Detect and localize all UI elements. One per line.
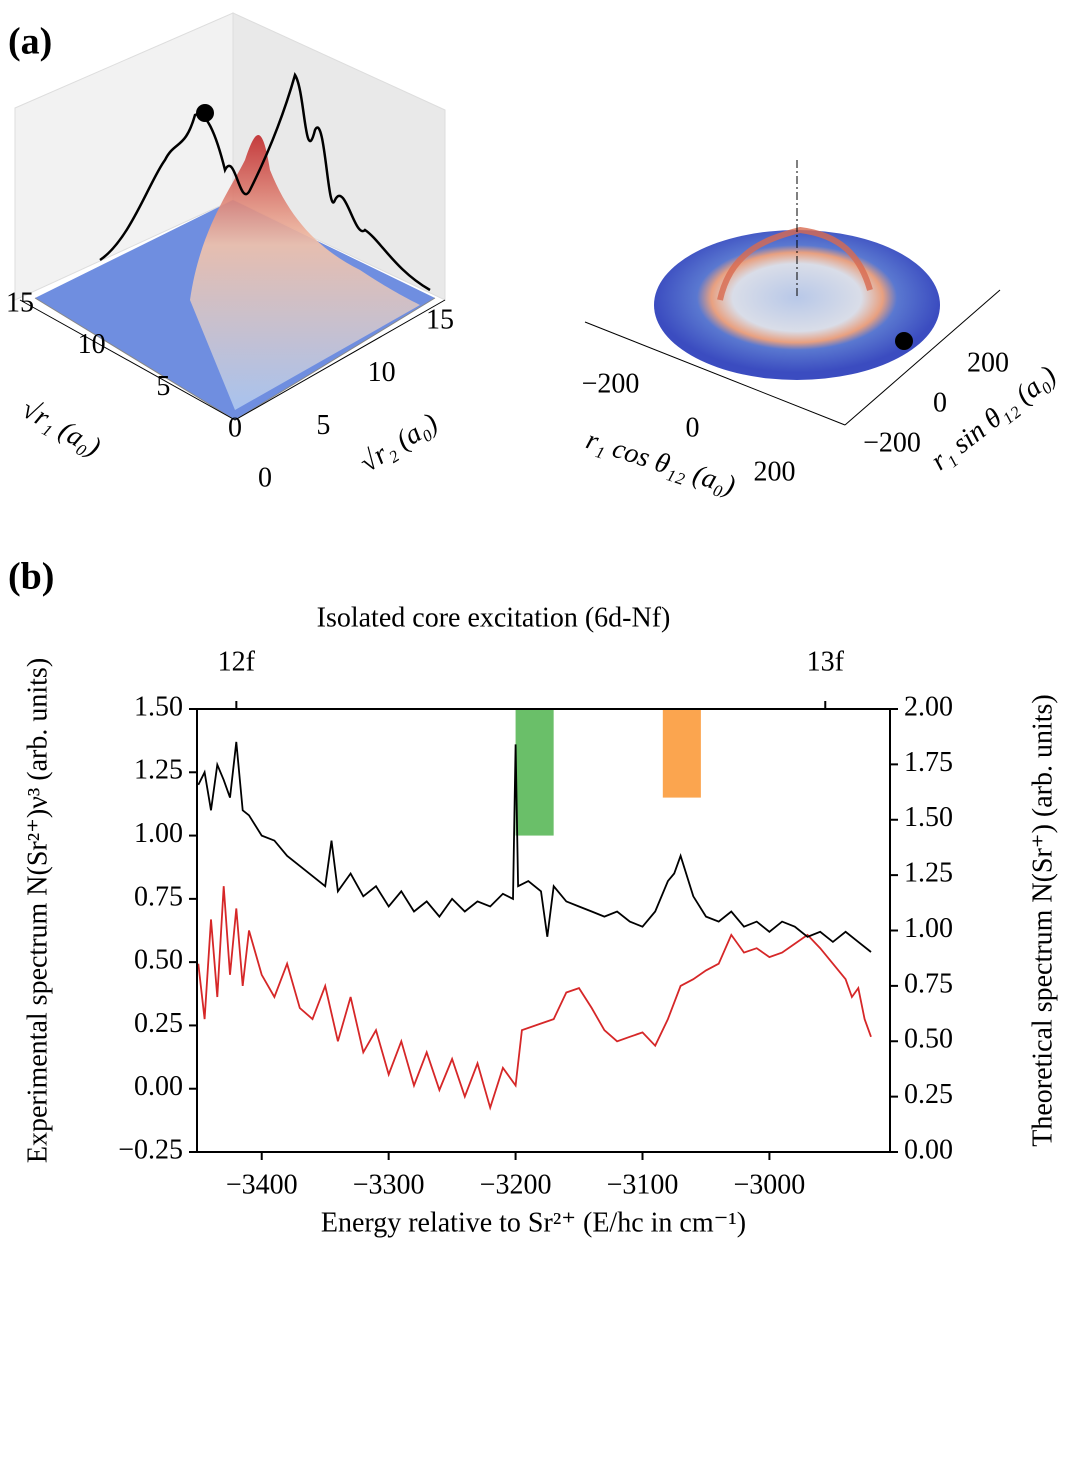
x-tick-label: 10 xyxy=(78,329,106,360)
x-tick-label: −200 xyxy=(582,368,640,399)
y-tick-label: 1.00 xyxy=(134,818,183,849)
y-axis-label: √r₂ (a₀) xyxy=(354,407,443,479)
y-tick-label: 10 xyxy=(368,357,396,388)
y-tick-label: 1.50 xyxy=(134,691,183,722)
top-x-tick-label: 12f xyxy=(218,646,256,677)
top-x-tick-label: 13f xyxy=(807,646,845,677)
x-tick-label: −3400 xyxy=(226,1169,298,1200)
panel-label: (a) xyxy=(8,21,52,63)
y-tick-label: 1.25 xyxy=(134,755,183,786)
y2-tick-label: 1.00 xyxy=(904,913,953,944)
span xyxy=(515,709,554,836)
top-axis-label: Isolated core excitation (6d-Nf) xyxy=(317,602,671,633)
span xyxy=(662,709,701,798)
y-tick-label: −0.25 xyxy=(118,1134,183,1165)
y-axis-label: Experimental spectrum N(Sr²⁺)ν³ (arb. un… xyxy=(22,658,53,1163)
y2-tick-label: 0.50 xyxy=(904,1024,953,1055)
series-line xyxy=(197,741,872,953)
panel-label: (b) xyxy=(8,556,54,598)
x-axis-label: Energy relative to Sr²⁺ (E/hc in cm⁻¹) xyxy=(321,1207,746,1238)
y-tick-label: 0.50 xyxy=(134,945,183,976)
y-tick-label: 0 xyxy=(258,462,272,493)
y-tick-label: 0.00 xyxy=(134,1071,183,1102)
y2-tick-label: 1.25 xyxy=(904,858,953,889)
y2-tick-label: 1.50 xyxy=(904,802,953,833)
y-tick-label: 200 xyxy=(967,347,1009,378)
surface-decoration xyxy=(14,12,446,421)
x-tick-label: −3100 xyxy=(607,1169,679,1200)
x-tick-label: −3200 xyxy=(480,1169,552,1200)
x-tick-label: −3300 xyxy=(353,1169,425,1200)
y-tick-label: 5 xyxy=(316,410,330,441)
x-axis-label: r₁ cos θ₁₂ (a₀) xyxy=(582,424,739,501)
polar-decoration xyxy=(584,160,1001,426)
x-tick-label: 200 xyxy=(754,456,796,487)
y2-tick-label: 0.75 xyxy=(904,968,953,999)
y-tick-label: 0.25 xyxy=(134,1008,183,1039)
x-tick-label: 5 xyxy=(156,371,170,402)
x-tick-label: 0 xyxy=(686,412,700,443)
x-tick-label: 0 xyxy=(228,412,242,443)
y2-tick-label: 0.00 xyxy=(904,1134,953,1165)
x-tick-label: 15 xyxy=(6,287,34,318)
y-tick-label: 0.75 xyxy=(134,881,183,912)
x-tick-label: −3000 xyxy=(734,1169,806,1200)
y-tick-label: −200 xyxy=(863,427,921,458)
y2-tick-label: 0.25 xyxy=(904,1079,953,1110)
series-line xyxy=(197,886,872,1111)
y2-tick-label: 2.00 xyxy=(904,691,953,722)
y-tick-label: 0 xyxy=(933,387,947,418)
y2-tick-label: 1.75 xyxy=(904,747,953,778)
x-axis-label: √r₁ (a₀) xyxy=(16,393,105,463)
y-tick-label: 15 xyxy=(426,304,454,335)
y2-axis-label: Theoretical spectrum N(Sr⁺) (arb. units) xyxy=(1027,694,1058,1147)
